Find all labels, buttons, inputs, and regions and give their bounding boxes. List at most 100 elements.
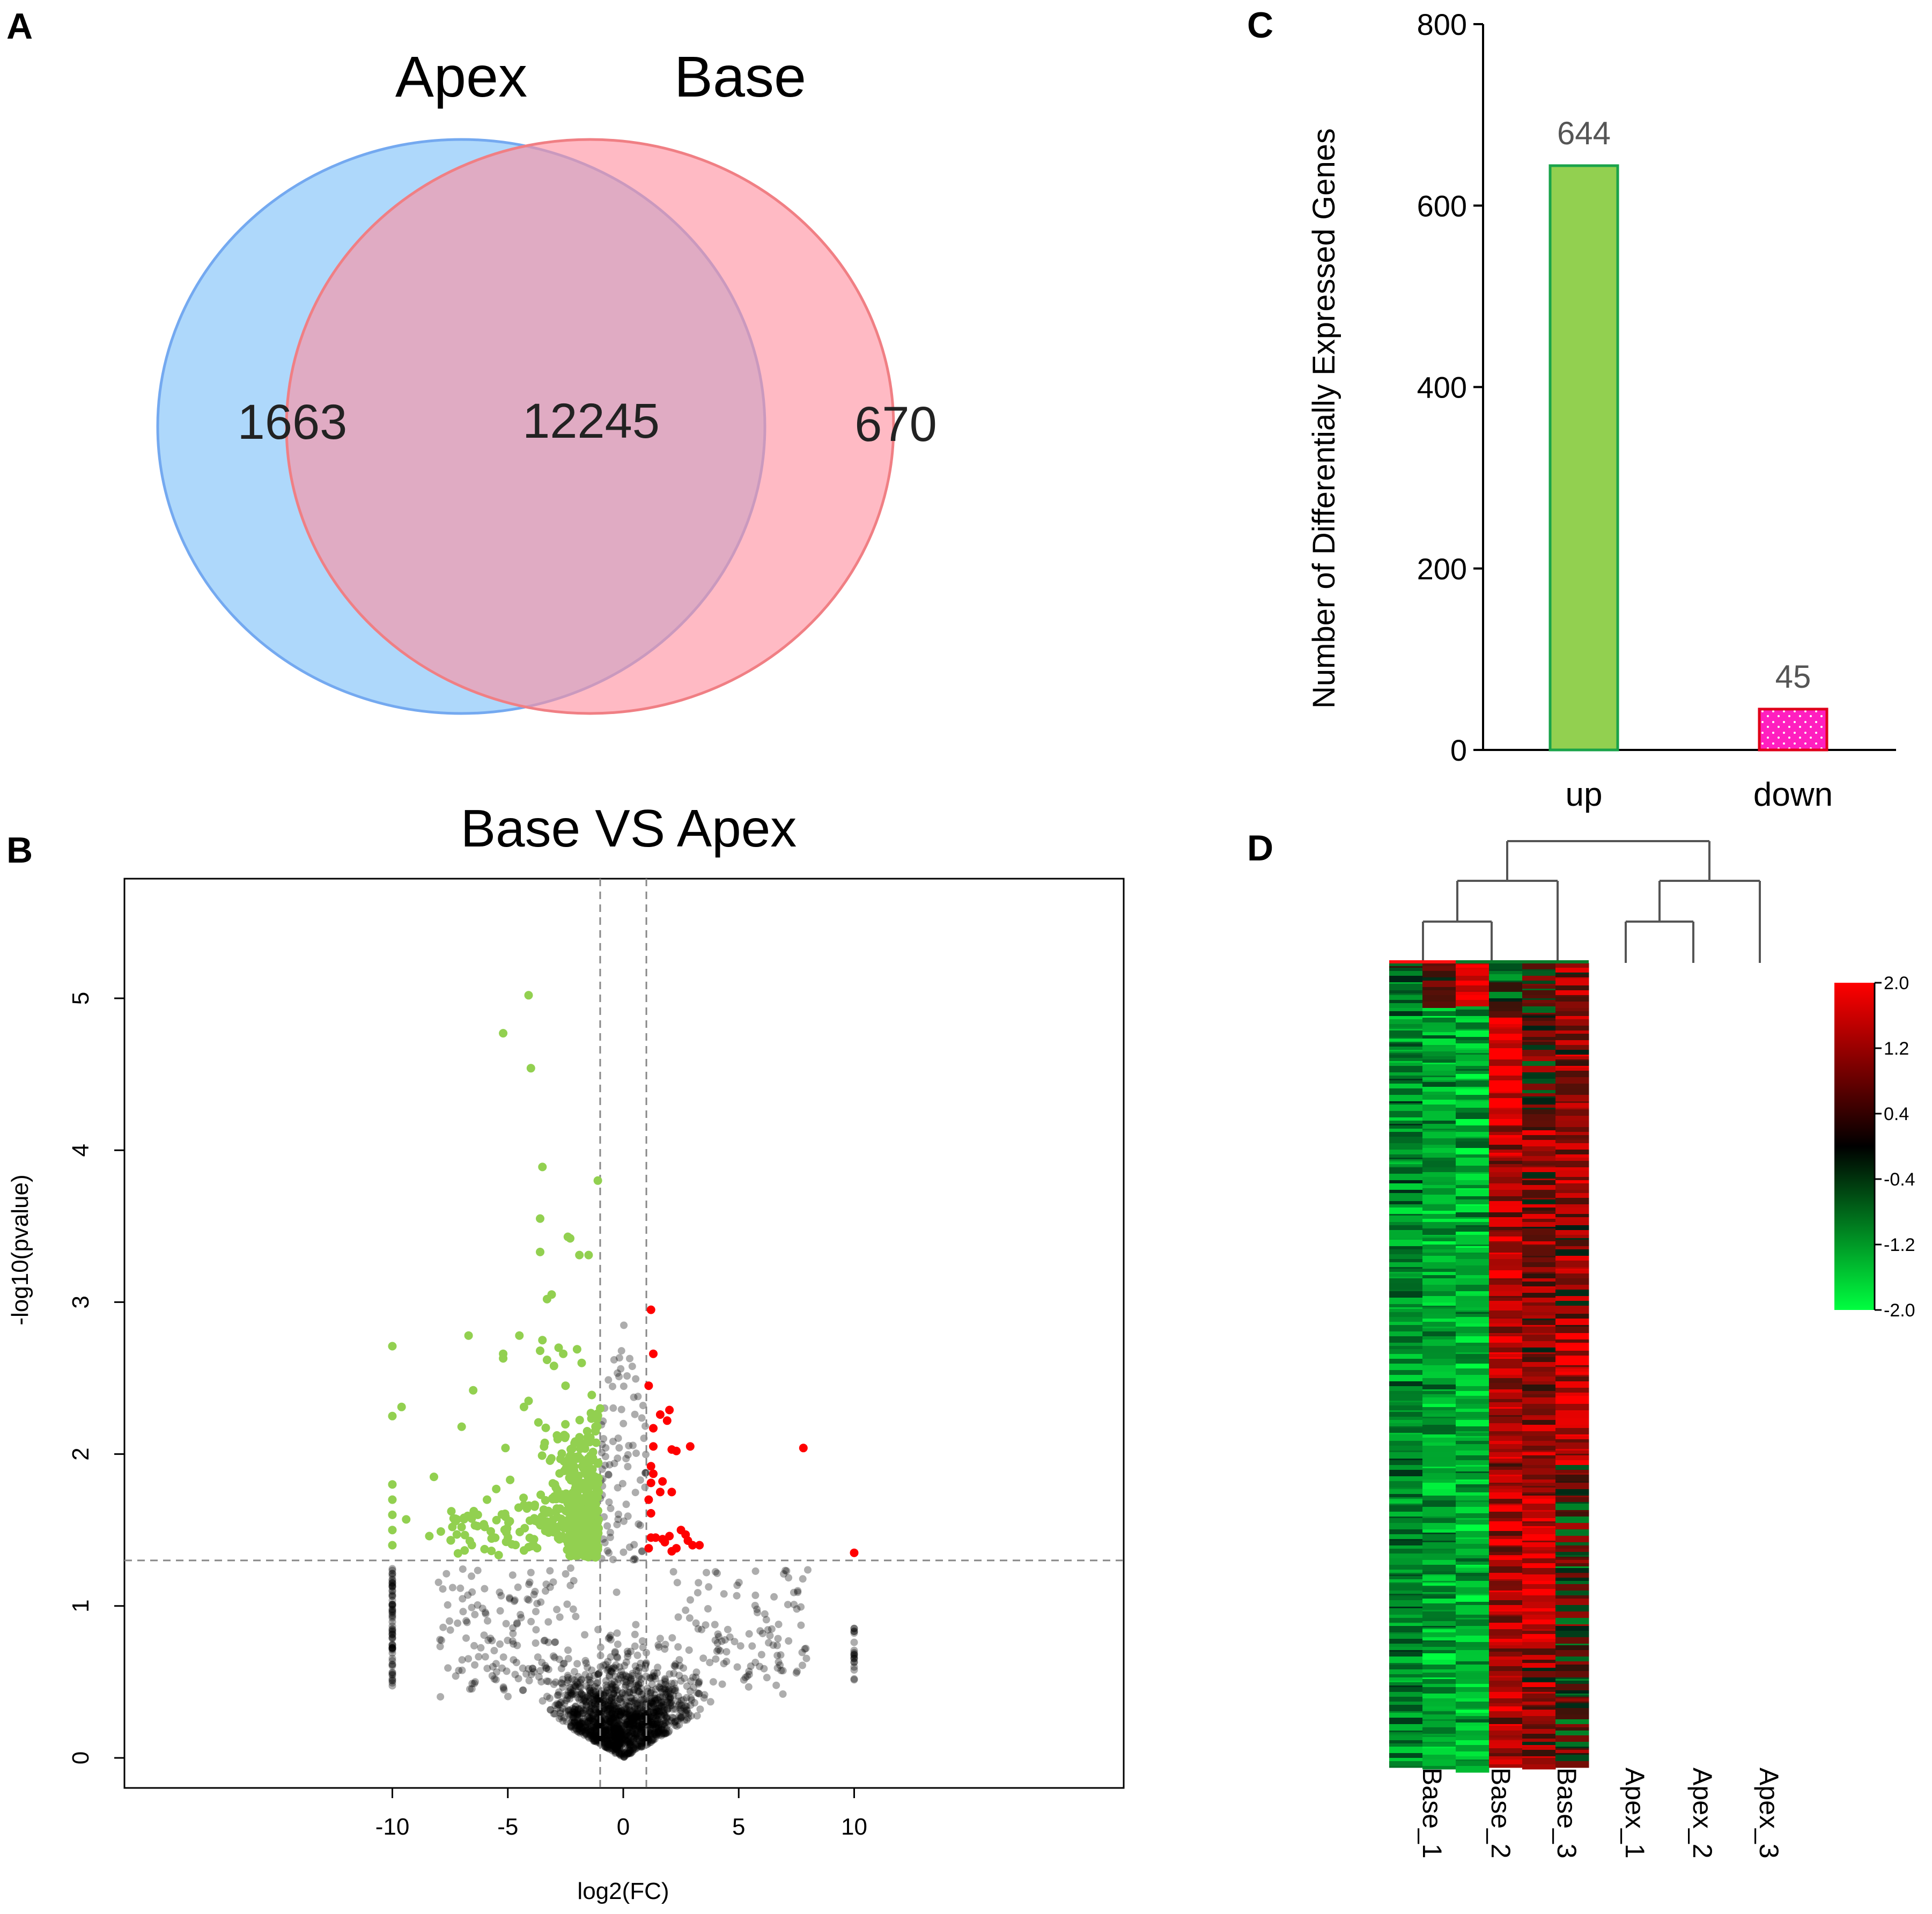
heatmap-cell bbox=[1555, 1681, 1589, 1684]
volcano-point bbox=[613, 1740, 621, 1747]
heatmap-cell bbox=[1389, 1343, 1423, 1346]
volcano-point bbox=[595, 1730, 603, 1738]
volcano-point bbox=[610, 1690, 618, 1698]
volcano-point bbox=[603, 1736, 611, 1744]
heatmap-cell bbox=[1389, 984, 1423, 991]
heatmap-cell bbox=[1456, 1227, 1489, 1232]
volcano-point bbox=[589, 1728, 598, 1736]
volcano-point bbox=[534, 1653, 542, 1661]
heatmap-cell bbox=[1522, 1286, 1556, 1289]
volcano-point bbox=[458, 1656, 466, 1664]
volcano-point bbox=[793, 1667, 801, 1675]
heatmap-cell bbox=[1422, 1291, 1456, 1297]
volcano-point bbox=[630, 1743, 638, 1751]
heatmap-cell bbox=[1389, 1206, 1423, 1208]
volcano-point-up bbox=[672, 1544, 681, 1553]
volcano-point bbox=[587, 1704, 595, 1712]
heatmap-cell bbox=[1456, 1436, 1489, 1438]
heatmap-cell bbox=[1522, 1550, 1556, 1554]
volcano-point-down bbox=[499, 1354, 508, 1363]
heatmap-cell bbox=[1555, 963, 1589, 968]
heatmap-cell bbox=[1456, 1188, 1489, 1190]
heatmap-cell bbox=[1389, 1500, 1423, 1504]
volcano-point bbox=[609, 1728, 617, 1736]
heatmap-cell bbox=[1555, 1034, 1589, 1041]
heatmap-cell bbox=[1489, 1629, 1523, 1636]
heatmap-cell bbox=[1555, 1560, 1589, 1562]
heatmap-cell bbox=[1456, 1158, 1489, 1163]
volcano-point bbox=[388, 1582, 396, 1590]
heatmap-cell bbox=[1422, 1628, 1456, 1630]
volcano-point-down bbox=[457, 1522, 466, 1532]
heatmap-cell bbox=[1489, 1092, 1523, 1094]
volcano-point bbox=[603, 1729, 611, 1737]
heatmap-cell bbox=[1389, 1618, 1423, 1620]
heatmap-cell bbox=[1389, 1504, 1423, 1506]
volcano-point bbox=[640, 1734, 648, 1742]
volcano-point bbox=[652, 1714, 660, 1722]
heatmap-cell bbox=[1489, 1164, 1523, 1168]
volcano-point-up bbox=[644, 1544, 653, 1553]
volcano-point bbox=[639, 1644, 647, 1651]
heatmap-cell bbox=[1555, 1584, 1589, 1588]
heatmap-cell bbox=[1522, 1459, 1556, 1466]
volcano-point bbox=[615, 1750, 623, 1758]
heatmap-column-label: Apex_2 bbox=[1687, 1768, 1717, 1859]
heatmap-cell bbox=[1522, 1446, 1556, 1451]
heatmap-cell bbox=[1555, 1497, 1589, 1503]
heatmap-cell bbox=[1522, 1161, 1556, 1163]
heatmap-cell bbox=[1522, 984, 1556, 986]
heatmap-cell bbox=[1522, 1512, 1556, 1519]
volcano-point bbox=[656, 1635, 664, 1643]
volcano-point bbox=[652, 1706, 660, 1714]
volcano-point bbox=[592, 1722, 600, 1731]
heatmap-cell bbox=[1389, 1196, 1423, 1202]
heatmap-cell bbox=[1489, 1434, 1523, 1437]
heatmap-cell bbox=[1456, 1531, 1489, 1538]
volcano-point bbox=[623, 1705, 631, 1713]
volcano-point bbox=[639, 1738, 647, 1746]
heatmap-cell bbox=[1389, 1029, 1423, 1031]
heatmap-cell bbox=[1456, 1412, 1489, 1419]
volcano-point bbox=[607, 1717, 615, 1725]
volcano-point bbox=[610, 1733, 618, 1741]
heatmap-cell bbox=[1456, 1716, 1489, 1720]
volcano-point bbox=[636, 1713, 644, 1721]
volcano-point bbox=[586, 1706, 594, 1714]
volcano-point bbox=[606, 1700, 614, 1709]
heatmap-cell bbox=[1456, 1029, 1489, 1031]
heatmap-cell bbox=[1389, 1030, 1423, 1037]
volcano-point bbox=[496, 1607, 504, 1615]
volcano-point bbox=[631, 1720, 639, 1728]
volcano-point bbox=[614, 1733, 622, 1741]
volcano-point bbox=[606, 1712, 614, 1720]
colorbar-tick-label: -1.2 bbox=[1884, 1235, 1915, 1255]
heatmap-cell bbox=[1389, 1309, 1423, 1313]
heatmap-cell bbox=[1555, 1344, 1589, 1351]
heatmap-cell bbox=[1489, 1489, 1523, 1493]
volcano-point bbox=[631, 1662, 639, 1670]
volcano-point bbox=[630, 1724, 638, 1732]
volcano-point bbox=[606, 1723, 614, 1731]
heatmap-cell bbox=[1489, 1753, 1523, 1757]
volcano-point bbox=[584, 1713, 592, 1721]
heatmap-cell bbox=[1389, 1240, 1423, 1247]
volcano-point bbox=[603, 1744, 611, 1752]
volcano-point bbox=[551, 1638, 559, 1646]
volcano-point bbox=[617, 1750, 625, 1757]
heatmap-cell bbox=[1389, 1124, 1423, 1126]
volcano-point bbox=[475, 1653, 483, 1661]
volcano-point bbox=[802, 1654, 810, 1662]
heatmap-column-label: Base_1 bbox=[1417, 1768, 1447, 1859]
volcano-point bbox=[600, 1705, 607, 1712]
volcano-point bbox=[595, 1698, 603, 1706]
heatmap-cell bbox=[1456, 1484, 1489, 1488]
heatmap-cell bbox=[1389, 1517, 1423, 1519]
heatmap-cell bbox=[1555, 979, 1589, 986]
volcano-point bbox=[671, 1684, 679, 1692]
heatmap-cell bbox=[1456, 1055, 1489, 1062]
heatmap-cell bbox=[1522, 1362, 1556, 1367]
bar-y-tick-label: 600 bbox=[1417, 189, 1467, 223]
volcano-point bbox=[624, 1702, 632, 1710]
volcano-point bbox=[655, 1683, 663, 1691]
